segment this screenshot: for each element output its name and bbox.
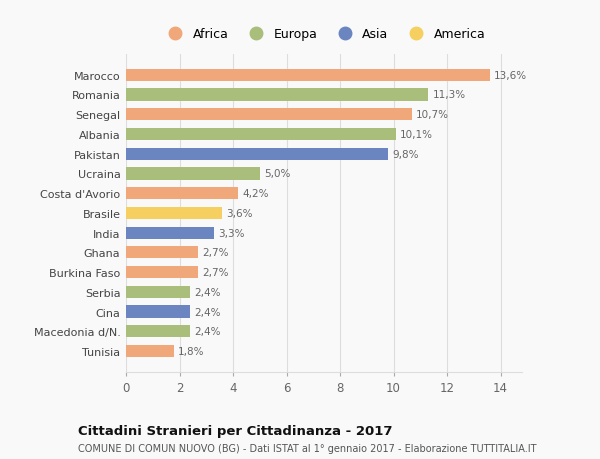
Text: 1,8%: 1,8% [178, 346, 205, 356]
Bar [126, 345, 174, 358]
Bar [126, 266, 198, 279]
Bar [126, 286, 190, 298]
Text: 3,3%: 3,3% [218, 228, 245, 238]
Legend: Africa, Europa, Asia, America: Africa, Europa, Asia, America [158, 23, 490, 46]
Bar [126, 148, 388, 161]
Text: 2,4%: 2,4% [194, 327, 221, 336]
Bar [126, 227, 214, 239]
Text: 4,2%: 4,2% [242, 189, 269, 199]
Text: 9,8%: 9,8% [392, 149, 419, 159]
Text: 2,7%: 2,7% [202, 268, 229, 278]
Bar [126, 247, 198, 259]
Text: 10,7%: 10,7% [416, 110, 449, 120]
Bar [126, 69, 490, 82]
Text: COMUNE DI COMUN NUOVO (BG) - Dati ISTAT al 1° gennaio 2017 - Elaborazione TUTTIT: COMUNE DI COMUN NUOVO (BG) - Dati ISTAT … [78, 443, 536, 453]
Text: 11,3%: 11,3% [433, 90, 466, 100]
Text: 3,6%: 3,6% [226, 208, 253, 218]
Bar [126, 188, 238, 200]
Text: 2,4%: 2,4% [194, 307, 221, 317]
Text: 2,7%: 2,7% [202, 248, 229, 258]
Bar [126, 207, 223, 219]
Bar [126, 325, 190, 338]
Text: 13,6%: 13,6% [494, 71, 527, 81]
Bar [126, 129, 396, 141]
Text: 2,4%: 2,4% [194, 287, 221, 297]
Bar [126, 168, 260, 180]
Text: 10,1%: 10,1% [400, 130, 433, 140]
Text: 5,0%: 5,0% [264, 169, 290, 179]
Bar [126, 109, 412, 121]
Text: Cittadini Stranieri per Cittadinanza - 2017: Cittadini Stranieri per Cittadinanza - 2… [78, 425, 392, 437]
Bar [126, 89, 428, 101]
Bar [126, 306, 190, 318]
